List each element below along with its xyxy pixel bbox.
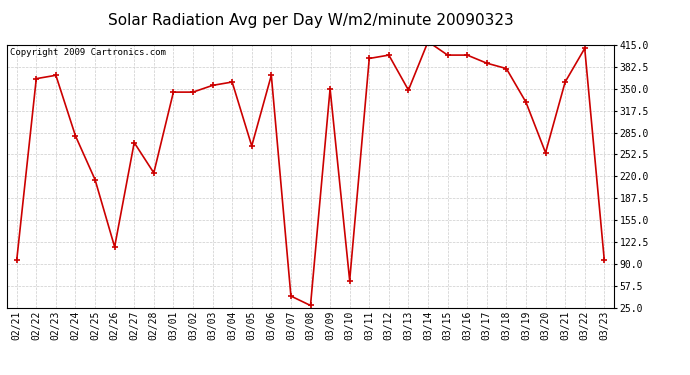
Text: Solar Radiation Avg per Day W/m2/minute 20090323: Solar Radiation Avg per Day W/m2/minute … (108, 13, 513, 28)
Text: Copyright 2009 Cartronics.com: Copyright 2009 Cartronics.com (10, 48, 166, 57)
